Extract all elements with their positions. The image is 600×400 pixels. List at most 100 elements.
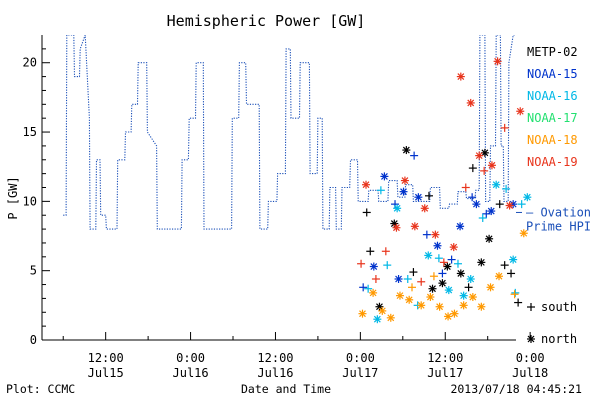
data-point-noaa-18: [408, 283, 417, 292]
data-point-noaa-18-stroke: [417, 301, 425, 309]
data-point-metp-02-stroke: [438, 279, 446, 287]
data-point-noaa-16: [424, 251, 433, 260]
data-point-metp-02: [438, 279, 447, 288]
data-point-noaa-19-stroke: [401, 177, 409, 184]
data-point-noaa-16: [509, 255, 518, 264]
data-point-noaa-15: [369, 262, 378, 271]
data-point-metp-02-stroke: [481, 149, 489, 157]
data-point-metp-02: [495, 200, 504, 209]
data-point-noaa-18-stroke: [396, 292, 404, 300]
data-point-noaa-18-stroke: [469, 293, 477, 301]
legend-marker-north: [527, 335, 535, 343]
data-point-noaa-18-stroke: [495, 272, 503, 280]
data-point-noaa-18: [468, 293, 477, 302]
y-axis-label: P [GW]: [6, 176, 20, 219]
data-point-noaa-16: [453, 259, 462, 268]
data-point-noaa-18-stroke: [520, 229, 528, 237]
data-point-noaa-18-stroke: [477, 303, 485, 311]
data-point-metp-02: [362, 208, 371, 217]
data-point-noaa-18: [405, 295, 414, 304]
data-point-noaa-18: [477, 302, 486, 311]
data-point-noaa-18-stroke: [378, 307, 386, 315]
data-point-noaa-19: [461, 183, 470, 192]
data-point-noaa-18: [444, 312, 453, 321]
ovation-prime-hpi-line: [63, 35, 516, 230]
data-point-noaa-16-stroke: [460, 292, 468, 300]
data-point-noaa-18: [369, 288, 378, 297]
data-point-metp-02-stroke: [390, 220, 398, 227]
ovation-label-line1: – Ovation: [526, 205, 591, 219]
y-tick-label: 5: [30, 264, 37, 278]
data-point-noaa-18: [426, 293, 435, 302]
footer-plot-credit: Plot: CCMC: [6, 382, 75, 396]
data-point-noaa-15: [414, 193, 423, 202]
data-point-noaa-19-stroke: [457, 73, 465, 81]
data-point-metp-02-stroke: [376, 303, 383, 311]
data-point-noaa-19: [410, 222, 419, 231]
data-point-noaa-16: [403, 275, 412, 283]
data-point-noaa-18: [495, 272, 504, 281]
legend-entry-noaa-18: NOAA-18: [527, 133, 578, 147]
y-tick-label: 20: [23, 56, 37, 70]
data-point-noaa-16-stroke: [523, 193, 531, 201]
data-point-noaa-19-stroke: [516, 107, 524, 115]
data-point-noaa-19-stroke: [431, 231, 439, 239]
data-point-noaa-15: [456, 222, 465, 231]
data-point-metp-02-stroke: [457, 270, 465, 277]
data-point-noaa-15-stroke: [472, 200, 480, 208]
data-point-noaa-19: [493, 57, 502, 66]
data-point-metp-02: [464, 283, 473, 292]
legend-entry-metp-02: METP-02: [527, 45, 578, 59]
data-point-metp-02: [500, 261, 509, 270]
data-point-noaa-18: [395, 291, 404, 300]
x-tick-date-label: Jul18: [512, 366, 548, 380]
data-point-noaa-16: [511, 288, 520, 297]
data-point-noaa-15: [410, 151, 419, 160]
footer-timestamp: 2013/07/18 04:45:21: [450, 382, 582, 396]
data-point-noaa-19-stroke: [467, 99, 475, 107]
data-point-noaa-18: [378, 306, 387, 315]
x-tick-time-label: 0:00: [346, 351, 375, 365]
data-point-noaa-18: [435, 302, 444, 311]
data-point-noaa-16: [383, 261, 392, 270]
data-point-noaa-19: [505, 201, 514, 210]
data-point-noaa-16: [373, 315, 382, 324]
data-point-noaa-16: [523, 193, 532, 202]
data-point-noaa-15-stroke: [370, 263, 378, 270]
data-point-noaa-18: [386, 313, 395, 322]
data-point-noaa-19-stroke: [411, 222, 419, 230]
data-point-noaa-16: [459, 291, 468, 300]
data-point-noaa-18: [417, 301, 426, 310]
data-point-metp-02: [366, 247, 375, 256]
data-point-noaa-16: [444, 286, 453, 295]
data-point-noaa-18: [450, 309, 459, 318]
data-point-noaa-16-stroke: [424, 252, 432, 259]
data-point-metp-02: [443, 262, 452, 271]
data-point-noaa-19-stroke: [506, 202, 514, 209]
data-point-noaa-16-stroke: [467, 275, 475, 283]
data-point-noaa-18-stroke: [359, 310, 366, 318]
data-point-noaa-19-stroke: [393, 224, 400, 232]
data-point-noaa-16: [517, 200, 526, 209]
data-point-noaa-16: [393, 204, 402, 213]
x-tick-date-label: Jul16: [257, 366, 293, 380]
data-point-noaa-16-stroke: [445, 286, 453, 294]
data-point-metp-02: [507, 269, 516, 278]
data-point-noaa-18: [486, 283, 495, 292]
data-point-noaa-19: [466, 98, 475, 107]
data-point-noaa-19: [439, 258, 448, 267]
data-point-metp-02: [409, 268, 418, 277]
data-point-noaa-15: [394, 275, 403, 283]
data-point-metp-02: [468, 164, 477, 173]
y-tick-label: 10: [23, 194, 37, 208]
x-tick-date-label: Jul17: [342, 366, 378, 380]
data-point-noaa-18-stroke: [405, 296, 413, 304]
y-tick-label: 15: [23, 125, 37, 139]
data-point-noaa-15: [487, 207, 496, 216]
data-point-noaa-15: [472, 200, 481, 209]
data-point-noaa-15: [438, 269, 447, 278]
data-point-noaa-18-stroke: [487, 283, 494, 291]
data-point-noaa-16: [492, 180, 501, 189]
x-axis-label: Date and Time: [241, 382, 331, 396]
